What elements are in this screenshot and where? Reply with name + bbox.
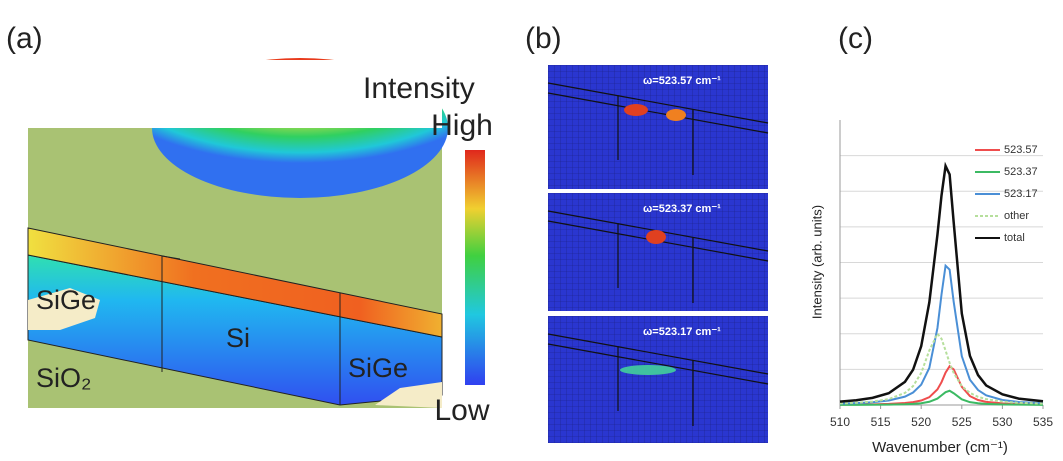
legend-label: 523.17 xyxy=(1004,188,1038,200)
series-line xyxy=(839,161,1044,403)
region-label: SiGe xyxy=(36,285,96,315)
panel-label: (b) xyxy=(525,22,562,55)
inset: ω=523.57 cm⁻¹ xyxy=(547,65,769,189)
x-tick-label: 535 xyxy=(1033,415,1053,429)
colorbar-low: Low xyxy=(434,394,489,427)
x-tick-label: 520 xyxy=(911,415,931,429)
series-line xyxy=(839,263,1044,405)
panel-label: (c) xyxy=(838,22,873,55)
si-top xyxy=(27,227,443,338)
panel-label: (a) xyxy=(6,22,43,55)
inset-label: ω=523.37 cm⁻¹ xyxy=(643,203,721,215)
y-axis-label: Intensity (arb. units) xyxy=(809,205,824,319)
x-tick-label: 510 xyxy=(830,415,850,429)
x-axis-label: Wavenumber (cm⁻¹) xyxy=(872,439,1008,456)
sige-patch xyxy=(375,382,442,408)
region-label: SiGe xyxy=(348,353,408,383)
panel-a: SiGe Si SiGe SiO₂ Intensity High Low xyxy=(27,58,493,427)
colorbar xyxy=(465,150,485,385)
series-line xyxy=(839,331,1044,405)
inset: ω=523.17 cm⁻¹ xyxy=(547,316,769,443)
colorbar-high: High xyxy=(431,109,493,142)
legend-label: other xyxy=(1004,210,1029,222)
inset: ω=523.37 cm⁻¹ xyxy=(547,193,769,311)
legend-label: total xyxy=(1004,232,1025,244)
inset-label: ω=523.57 cm⁻¹ xyxy=(643,75,721,87)
x-tick-label: 525 xyxy=(952,415,972,429)
panel-b: ω=523.57 cm⁻¹ ω=523.37 cm⁻¹ ω=523.17 cm⁻… xyxy=(547,65,769,443)
x-tick-label: 530 xyxy=(992,415,1012,429)
colorbar-title: Intensity xyxy=(363,72,475,105)
legend-label: 523.57 xyxy=(1004,144,1038,156)
panel-c: Wavenumber (cm⁻¹) Intensity (arb. units)… xyxy=(809,120,1053,456)
inset-label: ω=523.17 cm⁻¹ xyxy=(643,326,721,338)
region-label: SiO₂ xyxy=(36,363,92,393)
sige-patch xyxy=(28,288,100,330)
x-tick-label: 515 xyxy=(871,415,891,429)
series-line xyxy=(839,389,1044,406)
region-label: Si xyxy=(226,323,250,353)
legend-label: 523.37 xyxy=(1004,166,1038,178)
